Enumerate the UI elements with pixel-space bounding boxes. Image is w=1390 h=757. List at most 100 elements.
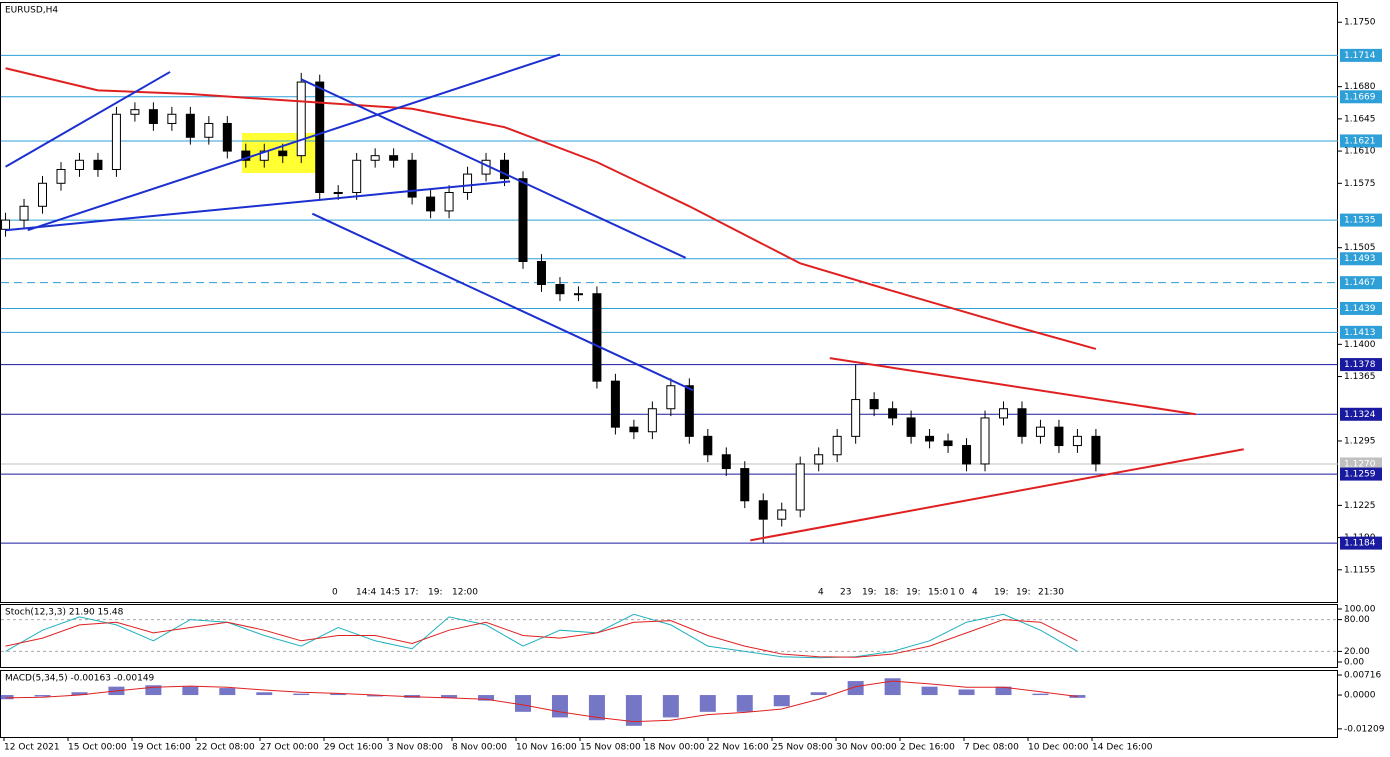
candle-body — [629, 426, 639, 433]
macd-bar — [736, 695, 753, 712]
session-mark: 15:0 — [928, 588, 948, 598]
session-mark: 19: — [428, 588, 442, 598]
level-box — [1340, 301, 1382, 315]
session-mark: 19: — [994, 588, 1008, 598]
macd-bar — [810, 692, 827, 696]
candle-body — [851, 399, 861, 437]
session-mark: 14:4 — [356, 588, 376, 598]
candle-body — [407, 159, 417, 198]
level-label: 1.1270 — [1344, 459, 1376, 469]
macd-bar — [847, 681, 864, 696]
y-tick-label: 1.1365 — [1344, 372, 1376, 382]
level-label: 1.1259 — [1344, 470, 1376, 480]
candle-body — [592, 293, 602, 382]
candle-body — [555, 284, 565, 295]
candle-body — [795, 463, 805, 511]
trendline — [300, 78, 687, 259]
session-mark: 14:5 — [380, 588, 400, 598]
candle-body — [777, 509, 787, 520]
macd-bar — [330, 693, 347, 696]
session-mark: 4 — [818, 588, 824, 598]
macd-bar — [441, 695, 458, 698]
candle-body — [684, 385, 694, 437]
level-box — [1340, 358, 1382, 372]
macd-title: MACD(5,34,5) -0.00163 -0.00149 — [5, 674, 155, 684]
macd-bar — [699, 695, 716, 712]
macd-bar — [662, 695, 679, 718]
session-mark: 23 — [840, 588, 851, 598]
session-mark: 4 — [972, 588, 978, 598]
x-tick-label: 12 Oct 2021 — [4, 743, 60, 753]
macd-bar — [145, 685, 162, 696]
candle-body — [222, 122, 232, 152]
candle-body — [426, 196, 436, 212]
y-tick-label: 0.0000 — [1344, 691, 1376, 701]
y-tick-label: 1.1225 — [1344, 501, 1376, 511]
y-tick-label: 1.1155 — [1344, 565, 1376, 575]
macd-bar — [515, 695, 532, 712]
level-label: 1.1467 — [1344, 278, 1376, 288]
level-label: 1.1324 — [1344, 410, 1376, 420]
y-tick-label: 0.00716 — [1344, 671, 1381, 681]
candle-body — [204, 122, 214, 138]
stoch-line — [5, 613, 1078, 659]
y-tick-label: 1.1575 — [1344, 179, 1376, 189]
candle-body — [906, 417, 916, 437]
session-mark: 1 0 — [950, 588, 965, 598]
candle-body — [370, 155, 380, 161]
candle-body — [573, 293, 583, 296]
candle-body — [167, 113, 177, 124]
candle-body — [148, 109, 158, 124]
x-tick-label: 7 Dec 08:00 — [964, 743, 1019, 753]
session-mark: 17: — [404, 588, 418, 598]
macd-bar — [478, 695, 495, 701]
candle-body — [93, 159, 103, 170]
candle-body — [278, 150, 288, 157]
level-label: 1.1413 — [1344, 328, 1376, 338]
x-tick-label: 18 Nov 00:00 — [644, 743, 705, 753]
candle-body — [130, 109, 140, 115]
candle-body — [1, 219, 11, 230]
trendline — [5, 180, 511, 232]
level-box — [1340, 90, 1382, 104]
candle-body — [1091, 435, 1101, 465]
macd-bar — [884, 678, 901, 696]
candle-body — [721, 454, 731, 470]
candle-body — [185, 113, 195, 138]
session-mark: 0 — [332, 588, 338, 598]
x-tick-label: 22 Oct 08:00 — [196, 743, 255, 753]
candle-body — [943, 440, 953, 447]
moving-average — [5, 67, 1097, 350]
symbol: EURUSD,H4 — [5, 6, 58, 16]
y-tick-label: 1.1400 — [1344, 340, 1376, 350]
session-mark: 19: — [1016, 588, 1030, 598]
macd-bar — [34, 695, 51, 697]
level-label: 1.1714 — [1344, 51, 1376, 61]
x-tick-label: 29 Oct 16:00 — [324, 743, 383, 753]
x-tick-label: 15 Nov 08:00 — [580, 743, 641, 753]
x-tick-label: 30 Nov 00:00 — [836, 743, 897, 753]
candle-body — [1017, 408, 1027, 437]
candle-body — [888, 408, 898, 419]
candle-body — [241, 150, 251, 161]
candle-body — [352, 159, 362, 193]
macd-bar — [995, 686, 1012, 696]
level-box — [1340, 48, 1382, 62]
level-box — [1340, 407, 1382, 421]
candle-body — [814, 454, 824, 465]
macd-bar — [219, 688, 236, 696]
x-tick-label: 3 Nov 08:00 — [388, 743, 443, 753]
main-panel — [0, 2, 1338, 603]
y-tick-label: -0.01209 — [1344, 724, 1385, 734]
macd-bar — [588, 695, 605, 721]
stoch-line — [5, 619, 1078, 658]
y-tick-label: 1.1680 — [1344, 82, 1376, 92]
macd-bar — [0, 695, 14, 700]
level-label: 1.1184 — [1344, 539, 1376, 549]
candle-body — [666, 385, 676, 410]
macd-bar — [182, 686, 199, 696]
candle-body — [925, 435, 935, 442]
candle-body — [518, 178, 528, 263]
level-box — [1340, 457, 1382, 471]
